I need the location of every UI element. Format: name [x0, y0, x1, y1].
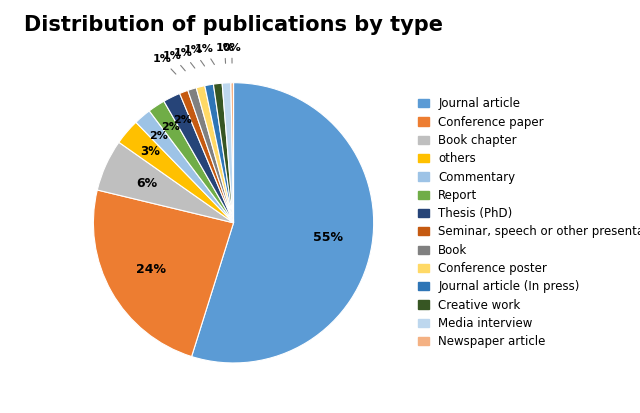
Wedge shape [231, 83, 234, 223]
Wedge shape [97, 142, 234, 223]
Wedge shape [93, 190, 234, 356]
Text: 1%: 1% [184, 45, 205, 66]
Text: 1%: 1% [195, 44, 214, 64]
Wedge shape [180, 90, 234, 223]
Wedge shape [149, 101, 234, 223]
Legend: Journal article, Conference paper, Book chapter, others, Commentary, Report, The: Journal article, Conference paper, Book … [415, 94, 640, 352]
Wedge shape [191, 83, 374, 363]
Text: 1%: 1% [173, 47, 195, 68]
Wedge shape [136, 111, 234, 223]
Text: 1%: 1% [163, 50, 185, 71]
Wedge shape [119, 122, 234, 223]
Text: 2%: 2% [161, 122, 180, 132]
Wedge shape [213, 83, 234, 223]
Wedge shape [222, 83, 234, 223]
Text: 24%: 24% [136, 263, 166, 276]
Wedge shape [164, 93, 234, 223]
Text: 6%: 6% [136, 177, 157, 190]
Text: 1%: 1% [152, 54, 176, 74]
Text: 2%: 2% [173, 115, 192, 125]
Wedge shape [188, 88, 234, 223]
Text: 0%: 0% [223, 43, 241, 63]
Title: Distribution of publications by type: Distribution of publications by type [24, 15, 443, 35]
Wedge shape [196, 85, 234, 223]
Text: 1%: 1% [215, 43, 234, 63]
Text: 3%: 3% [140, 145, 160, 159]
Wedge shape [205, 84, 234, 223]
Text: 55%: 55% [313, 231, 343, 244]
Text: 2%: 2% [149, 131, 168, 140]
